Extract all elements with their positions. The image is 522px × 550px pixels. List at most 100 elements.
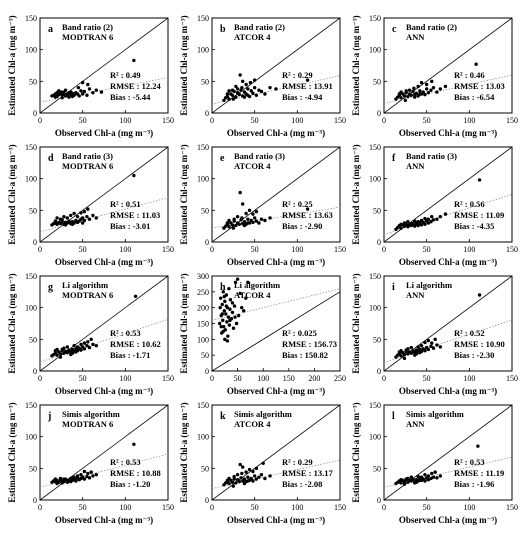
data-point bbox=[222, 98, 226, 103]
data-point bbox=[399, 222, 403, 226]
data-point bbox=[418, 350, 422, 355]
data-point bbox=[235, 214, 240, 219]
x-tick-label: 150 bbox=[506, 245, 518, 254]
data-point bbox=[225, 478, 230, 483]
data-point bbox=[402, 94, 407, 98]
y-axis-label: Estimated Chl-a (mg m⁻³) bbox=[179, 402, 189, 502]
data-point bbox=[69, 479, 73, 484]
data-point bbox=[259, 472, 264, 477]
data-point bbox=[239, 305, 244, 310]
data-point bbox=[240, 216, 244, 220]
one-to-one-line bbox=[212, 18, 340, 113]
data-point bbox=[132, 442, 136, 446]
panel-title: Band ratio (3) bbox=[62, 151, 113, 161]
panel-subtitle: ANN bbox=[406, 290, 425, 300]
data-point bbox=[429, 344, 433, 348]
data-point bbox=[402, 482, 407, 486]
data-point bbox=[242, 481, 247, 486]
data-point bbox=[91, 213, 95, 218]
y-tick-label: 150 bbox=[369, 401, 381, 410]
data-point bbox=[224, 312, 228, 316]
data-point bbox=[234, 223, 238, 228]
stat-text: Bias : -1.71 bbox=[110, 350, 150, 360]
data-point bbox=[397, 92, 402, 96]
data-point bbox=[62, 214, 66, 219]
data-point bbox=[268, 474, 272, 478]
fit-line bbox=[212, 459, 340, 489]
data-point bbox=[430, 214, 434, 219]
y-axis-label: Estimated Chl-a (mg m⁻³) bbox=[351, 144, 361, 244]
plot-frame bbox=[39, 17, 169, 114]
data-point bbox=[60, 347, 64, 352]
y-tick-label: 50 bbox=[201, 206, 209, 215]
data-point bbox=[230, 88, 235, 92]
data-point bbox=[60, 481, 64, 485]
panel-letter: c bbox=[392, 24, 397, 35]
x-tick-label: 0 bbox=[38, 116, 42, 125]
x-axis-label: Observed Chl-a (mg m⁻³) bbox=[55, 128, 153, 138]
data-point bbox=[438, 214, 443, 219]
data-point bbox=[246, 93, 250, 97]
data-point bbox=[60, 218, 64, 222]
data-point bbox=[409, 475, 414, 479]
data-point bbox=[234, 84, 238, 89]
data-point bbox=[225, 92, 230, 96]
panel-h: 0 50 100 150 200 250 0 50 100 150 200 250 300 h Li alg… bbox=[179, 272, 346, 396]
y-tick-label: 300 bbox=[197, 272, 209, 281]
data-point bbox=[438, 87, 443, 91]
data-point bbox=[251, 220, 255, 225]
panel-title: Li algorithm bbox=[234, 280, 280, 290]
y-tick-label: 100 bbox=[25, 433, 37, 442]
stat-text: Bias : -2.90 bbox=[282, 221, 322, 231]
data-point bbox=[75, 474, 80, 478]
x-tick-label: 100 bbox=[463, 116, 475, 125]
data-point bbox=[409, 351, 414, 355]
data-point bbox=[231, 484, 236, 488]
data-point bbox=[233, 280, 238, 285]
data-point bbox=[241, 202, 245, 206]
panel-title: Li algorithm bbox=[62, 280, 108, 290]
data-point bbox=[246, 479, 250, 483]
data-point bbox=[257, 88, 261, 92]
data-point bbox=[87, 476, 92, 480]
data-point bbox=[86, 82, 90, 87]
stat-text: R² : 0.56 bbox=[454, 199, 485, 209]
data-point bbox=[237, 92, 242, 97]
data-point bbox=[133, 294, 138, 298]
stat-text: Bias : -2.30 bbox=[454, 350, 494, 360]
x-axis-label: Observed Chl-a (mg m⁻³) bbox=[227, 515, 325, 525]
panel-title: Li algorithm bbox=[406, 280, 452, 290]
data-point bbox=[409, 221, 414, 226]
data-point bbox=[404, 477, 408, 481]
plot-frame bbox=[383, 146, 513, 243]
data-point bbox=[69, 213, 73, 218]
data-point bbox=[419, 218, 424, 223]
panel-letter: j bbox=[47, 411, 51, 422]
plot-frame bbox=[211, 17, 341, 114]
data-point bbox=[232, 304, 237, 308]
data-point bbox=[58, 352, 63, 356]
data-point bbox=[77, 94, 81, 98]
data-point bbox=[94, 472, 99, 477]
data-point bbox=[254, 209, 259, 214]
data-point bbox=[62, 92, 66, 96]
x-tick-label: 50 bbox=[423, 503, 431, 512]
stat-text: RMSE : 11.19 bbox=[454, 468, 504, 478]
data-point bbox=[65, 345, 70, 349]
x-tick-label: 150 bbox=[506, 116, 518, 125]
data-point bbox=[235, 87, 240, 91]
x-tick-label: 50 bbox=[79, 503, 87, 512]
data-point bbox=[426, 478, 431, 482]
data-point bbox=[223, 337, 227, 342]
data-point bbox=[424, 87, 429, 91]
data-point bbox=[240, 85, 244, 90]
data-point bbox=[232, 217, 236, 221]
data-point bbox=[268, 216, 272, 220]
data-point bbox=[476, 444, 480, 448]
data-point bbox=[89, 337, 93, 342]
data-point bbox=[418, 89, 422, 93]
data-point bbox=[224, 304, 229, 308]
panel-subtitle: ATCOR 4 bbox=[234, 290, 271, 300]
data-point bbox=[419, 475, 424, 479]
data-point bbox=[236, 313, 241, 318]
